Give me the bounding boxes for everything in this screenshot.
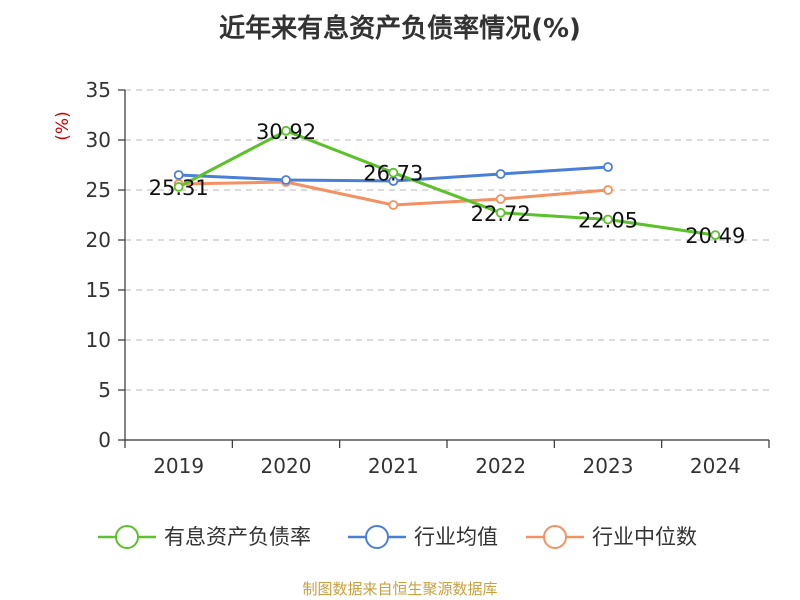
x-tick-label: 2021 bbox=[368, 454, 419, 478]
x-tick-label: 2023 bbox=[583, 454, 634, 478]
legend-marker bbox=[543, 525, 567, 549]
data-point bbox=[603, 185, 613, 195]
y-tick-label: 25 bbox=[86, 178, 111, 202]
data-point bbox=[281, 125, 291, 136]
data-label: 20.49 bbox=[685, 224, 745, 248]
data-point bbox=[388, 167, 399, 178]
x-tick-label: 2022 bbox=[475, 454, 526, 478]
y-tick-label: 20 bbox=[86, 228, 111, 252]
y-tick-label: 30 bbox=[86, 128, 111, 152]
x-tick-label: 2024 bbox=[690, 454, 741, 478]
data-point bbox=[495, 194, 506, 204]
legend-label: 有息资产负债率 bbox=[164, 525, 311, 549]
grid-lines bbox=[125, 89, 769, 391]
data-point bbox=[388, 200, 399, 210]
chart-title: 近年来有息资产负债率情况(%) bbox=[219, 14, 581, 44]
y-axis-unit: (%) bbox=[53, 111, 73, 140]
legend-label: 行业中位数 bbox=[592, 525, 697, 549]
legend: 有息资产负债率 行业均值 行业中位数 bbox=[98, 525, 697, 549]
legend-marker bbox=[115, 525, 139, 549]
axes: 0 5 10 15 20 25 30 35 2019 2020 2021 2022 2023 2024 (%… bbox=[53, 78, 770, 478]
data-point bbox=[495, 207, 506, 218]
data-point bbox=[603, 214, 613, 225]
y-tick-label: 10 bbox=[86, 328, 111, 352]
data-label: 22.72 bbox=[471, 202, 531, 226]
legend-label: 行业均值 bbox=[414, 525, 498, 549]
x-tick-label: 2019 bbox=[153, 454, 204, 478]
data-label: 22.05 bbox=[578, 209, 638, 233]
data-point bbox=[281, 175, 291, 185]
x-tick-label: 2020 bbox=[261, 454, 312, 478]
data-point bbox=[173, 181, 184, 192]
data-label: 26.73 bbox=[363, 162, 423, 186]
source-note: 制图数据来自恒生聚源数据库 bbox=[302, 580, 498, 598]
data-label: 25.31 bbox=[149, 176, 209, 200]
series-points bbox=[173, 125, 721, 241]
y-tick-label: 35 bbox=[86, 78, 111, 102]
data-point bbox=[173, 170, 184, 180]
data-point bbox=[710, 230, 721, 241]
data-point bbox=[495, 169, 506, 179]
legend-marker bbox=[365, 525, 389, 549]
series-line bbox=[177, 129, 716, 237]
data-labels: 25.31 30.92 26.73 22.72 22.05 20.49 bbox=[149, 120, 746, 248]
y-tick-label: 15 bbox=[86, 278, 111, 302]
y-tick-label: 0 bbox=[98, 428, 111, 452]
y-tick-label: 5 bbox=[98, 378, 111, 402]
data-point bbox=[603, 162, 613, 172]
data-label: 30.92 bbox=[256, 120, 316, 144]
